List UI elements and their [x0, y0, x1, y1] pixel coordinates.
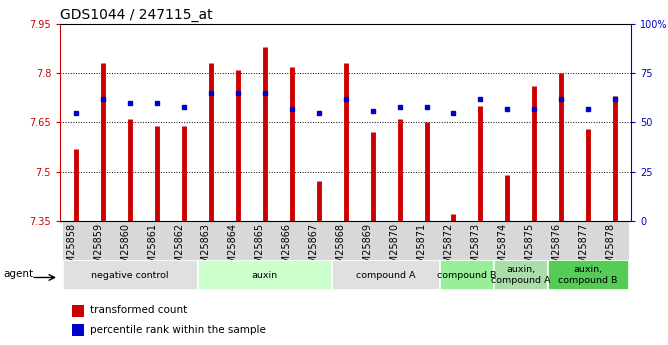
Bar — [71, 305, 84, 317]
Bar — [440, 260, 494, 290]
Text: GSM25860: GSM25860 — [120, 223, 130, 276]
Text: GSM25864: GSM25864 — [228, 223, 238, 276]
Bar — [63, 260, 198, 290]
Bar — [467, 221, 494, 260]
Bar — [170, 221, 198, 260]
Text: GSM25866: GSM25866 — [282, 223, 292, 276]
Text: GDS1044 / 247115_at: GDS1044 / 247115_at — [60, 8, 212, 22]
Text: auxin,
compound B: auxin, compound B — [558, 265, 618, 285]
Text: GSM25872: GSM25872 — [444, 223, 454, 276]
Bar — [224, 221, 251, 260]
Bar — [494, 221, 521, 260]
Text: GSM25863: GSM25863 — [201, 223, 211, 276]
Text: compound A: compound A — [356, 270, 416, 280]
Bar — [332, 260, 440, 290]
Bar — [63, 221, 90, 260]
Text: GSM25859: GSM25859 — [94, 223, 104, 276]
Text: GSM25874: GSM25874 — [498, 223, 507, 276]
Bar — [279, 221, 305, 260]
Bar — [198, 260, 332, 290]
Text: auxin: auxin — [252, 270, 278, 280]
Text: GSM25867: GSM25867 — [309, 223, 319, 276]
Text: GSM25868: GSM25868 — [336, 223, 346, 276]
Bar — [144, 221, 170, 260]
Text: GSM25875: GSM25875 — [524, 223, 534, 276]
Bar — [332, 221, 359, 260]
Text: auxin,
compound A: auxin, compound A — [491, 265, 550, 285]
Text: GSM25858: GSM25858 — [66, 223, 76, 276]
Bar — [602, 221, 629, 260]
Text: agent: agent — [3, 269, 33, 279]
Text: transformed count: transformed count — [90, 305, 187, 315]
Bar — [494, 260, 548, 290]
Bar — [386, 221, 413, 260]
Text: percentile rank within the sample: percentile rank within the sample — [90, 325, 266, 335]
Text: GSM25870: GSM25870 — [389, 223, 399, 276]
Text: GSM25865: GSM25865 — [255, 223, 265, 276]
Bar — [521, 221, 548, 260]
Bar — [251, 221, 279, 260]
Bar — [305, 221, 332, 260]
Bar — [359, 221, 386, 260]
Text: GSM25877: GSM25877 — [578, 223, 588, 276]
Bar — [90, 221, 117, 260]
Bar — [548, 260, 629, 290]
Text: GSM25869: GSM25869 — [363, 223, 373, 276]
Bar — [574, 221, 602, 260]
Text: compound B: compound B — [438, 270, 496, 280]
Text: GSM25873: GSM25873 — [470, 223, 480, 276]
Bar — [440, 221, 467, 260]
Bar — [117, 221, 144, 260]
Text: GSM25871: GSM25871 — [417, 223, 426, 276]
Text: GSM25876: GSM25876 — [551, 223, 561, 276]
Text: GSM25862: GSM25862 — [174, 223, 184, 276]
Bar — [198, 221, 224, 260]
Bar — [413, 221, 440, 260]
Bar — [71, 324, 84, 336]
Text: negative control: negative control — [92, 270, 169, 280]
Bar — [548, 221, 574, 260]
Text: GSM25861: GSM25861 — [147, 223, 157, 276]
Text: GSM25878: GSM25878 — [605, 223, 615, 276]
